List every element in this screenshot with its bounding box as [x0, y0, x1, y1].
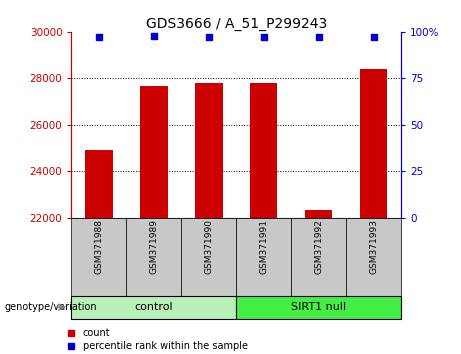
Point [260, 35, 267, 40]
Bar [236, 218, 291, 296]
Text: GSM371992: GSM371992 [314, 219, 323, 274]
Bar [291, 218, 346, 296]
Text: GSM371990: GSM371990 [204, 219, 213, 274]
Point [95, 35, 103, 40]
Bar [195, 83, 223, 218]
Bar [181, 218, 236, 296]
Bar [71, 296, 236, 319]
Point [370, 35, 377, 40]
Bar [360, 69, 387, 218]
Bar [71, 218, 126, 296]
Point [205, 35, 213, 40]
Text: GSM371991: GSM371991 [259, 219, 268, 274]
Text: control: control [135, 302, 173, 312]
Text: percentile rank within the sample: percentile rank within the sample [83, 341, 248, 351]
Title: GDS3666 / A_51_P299243: GDS3666 / A_51_P299243 [146, 17, 327, 31]
Text: GSM371988: GSM371988 [95, 219, 103, 274]
Bar [236, 296, 401, 319]
Bar [85, 150, 112, 218]
Bar [305, 210, 332, 218]
Text: GSM371989: GSM371989 [149, 219, 159, 274]
Point [150, 33, 158, 39]
Text: genotype/variation: genotype/variation [5, 302, 97, 312]
Bar [126, 218, 181, 296]
Point [315, 35, 322, 40]
Bar [346, 218, 401, 296]
Text: GSM371993: GSM371993 [369, 219, 378, 274]
Text: SIRT1 null: SIRT1 null [291, 302, 346, 312]
Text: count: count [83, 328, 111, 338]
Bar [250, 83, 278, 218]
Bar [140, 86, 168, 218]
